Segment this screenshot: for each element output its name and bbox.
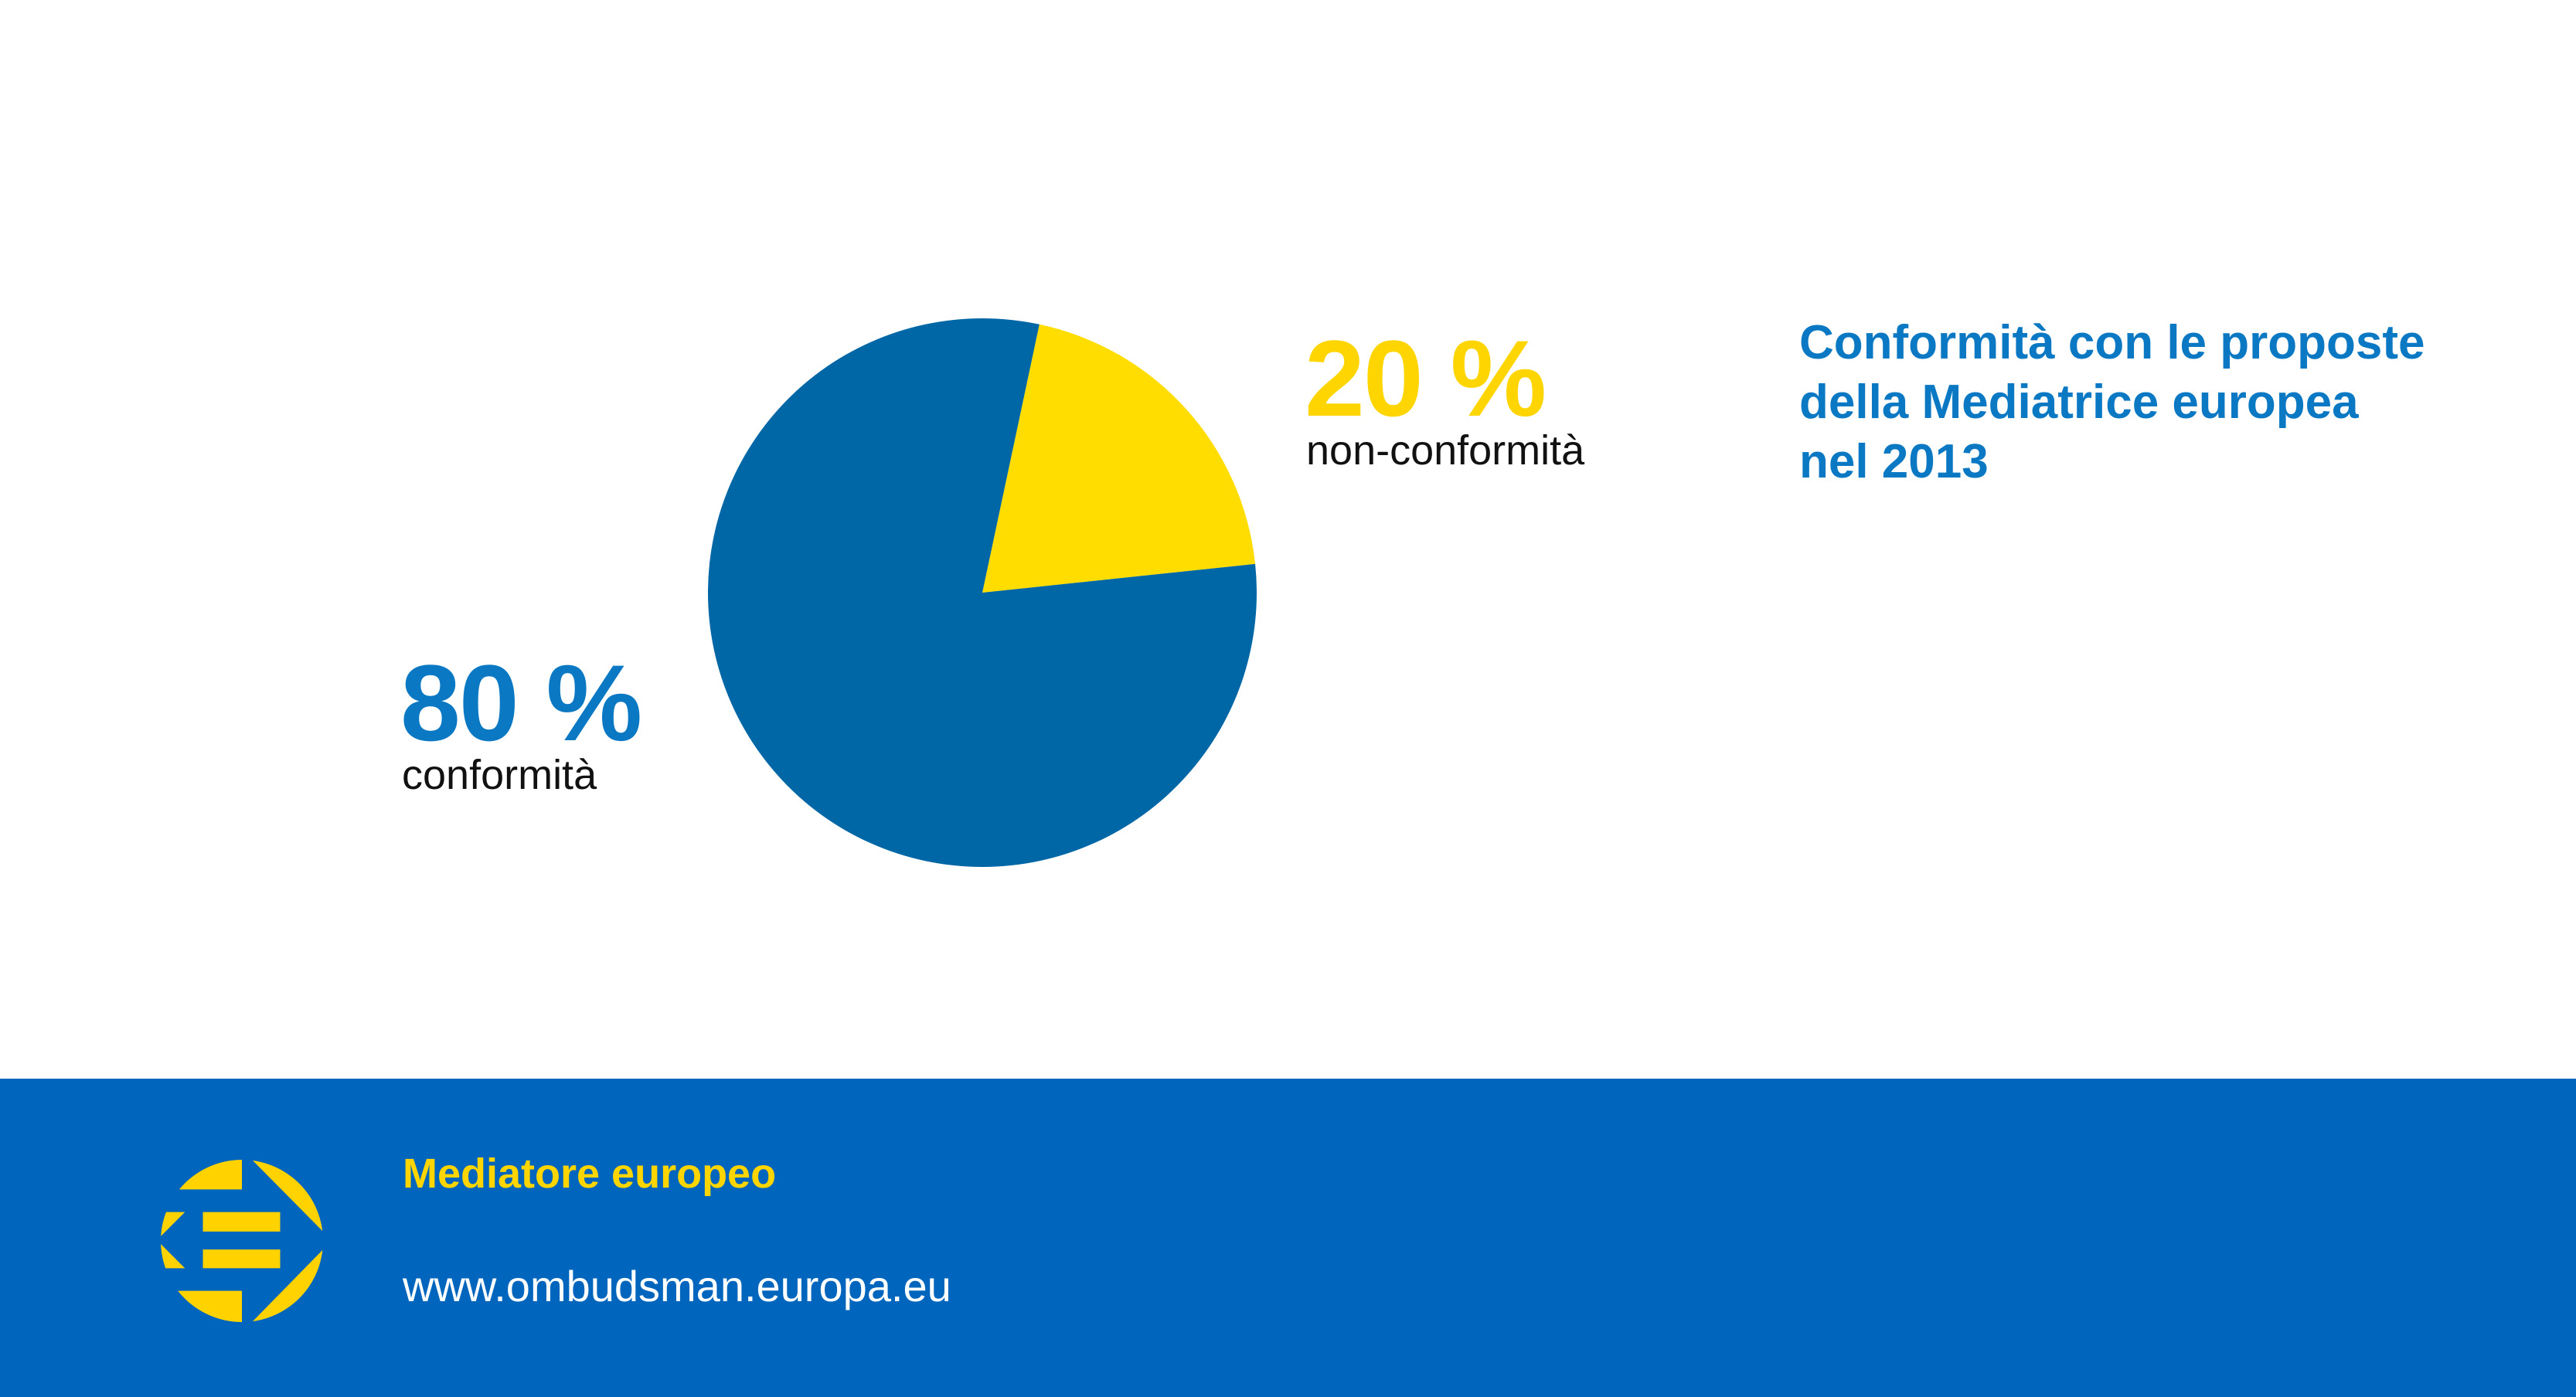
value-label-non-conformita: 20 % — [1305, 318, 1547, 439]
pie-chart — [707, 318, 1257, 868]
chart-title: Conformità con le proposte della Mediatr… — [1799, 313, 2495, 491]
title-line: Conformità con le proposte — [1799, 316, 2425, 369]
category-label-conformita: conformità — [402, 752, 597, 798]
category-label-non-conformita: non-conformità — [1306, 427, 1585, 474]
footer: Mediatore europeo www.ombudsman.europa.e… — [0, 1079, 2576, 1397]
european-ombudsman-logo-icon — [161, 1160, 323, 1322]
pie-slice-conformita — [707, 318, 1257, 868]
pie-slice-non-conformita — [982, 324, 1256, 593]
organization-name: Mediatore europeo — [403, 1151, 777, 1197]
title-line: della Mediatrice europea — [1799, 376, 2359, 429]
website-link[interactable]: www.ombudsman.europa.eu — [403, 1262, 951, 1310]
value-label-conformita: 80 % — [400, 642, 642, 763]
title-line: nel 2013 — [1799, 435, 1989, 488]
